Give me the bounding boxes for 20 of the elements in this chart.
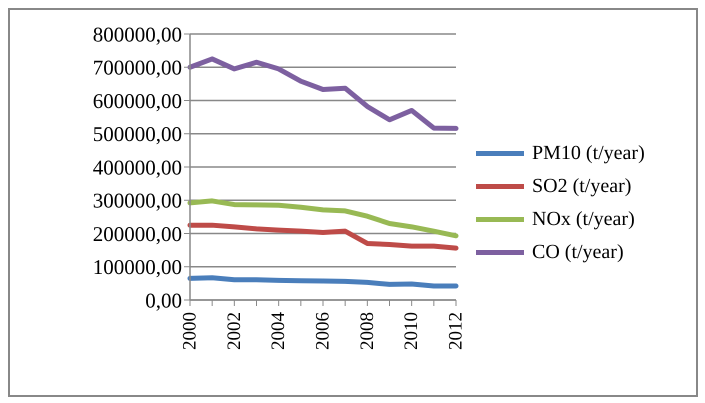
x-tick-label: 2008 <box>356 312 378 350</box>
x-tick-label: 2004 <box>268 312 290 350</box>
legend-label: NOx (t/year) <box>532 208 635 230</box>
legend-label: CO (t/year) <box>532 240 624 264</box>
legend-label: PM10 (t/year) <box>532 142 645 164</box>
x-tick-label: 2000 <box>180 312 200 350</box>
y-tick-label: 0,00 <box>145 288 182 312</box>
y-tick-label: 500000,00 <box>92 122 182 146</box>
y-tick-label: 100000,00 <box>92 255 182 280</box>
y-tick-label: 300000,00 <box>92 188 182 213</box>
y-tick-label: 700000,00 <box>92 56 182 80</box>
y-tick-label: 600000,00 <box>92 88 182 113</box>
x-tick-label: 2012 <box>446 312 466 350</box>
y-tick-label: 400000,00 <box>92 155 182 180</box>
x-tick-label: 2010 <box>401 312 422 350</box>
y-tick-label: 200000,00 <box>92 222 182 246</box>
y-tick-label: 800000,00 <box>92 22 182 46</box>
x-tick-label: 2006 <box>312 312 334 350</box>
legend-label: SO2 (t/year) <box>532 174 632 198</box>
x-tick-label: 2002 <box>224 312 245 350</box>
